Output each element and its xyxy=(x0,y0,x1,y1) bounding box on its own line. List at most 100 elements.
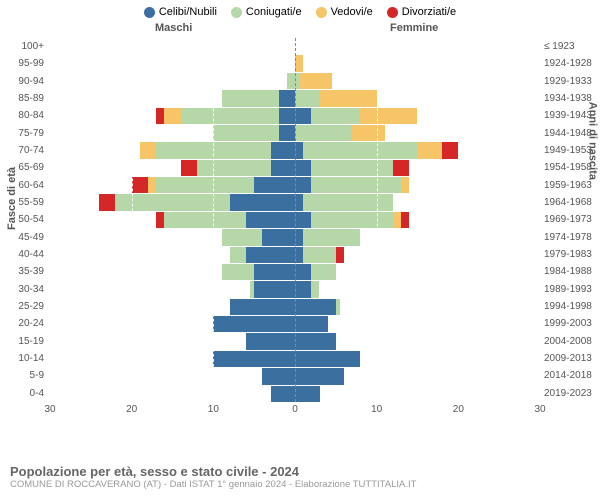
bar-segment xyxy=(295,247,303,263)
birth-label: 1984-1988 xyxy=(542,263,596,280)
age-label: 10-14 xyxy=(0,350,48,367)
bar-segment xyxy=(156,142,270,158)
plot-area: 3020100102030 xyxy=(50,38,540,418)
male-bar xyxy=(50,247,295,263)
male-bar xyxy=(50,386,295,402)
bar-segment xyxy=(295,177,311,193)
bar-segment xyxy=(336,247,344,263)
age-label: 95-99 xyxy=(0,55,48,72)
birth-label: 1964-1968 xyxy=(542,194,596,211)
bar-segment xyxy=(271,142,296,158)
bar-segment xyxy=(156,212,164,228)
birth-year-labels: ≤ 19231924-19281929-19331934-19381939-19… xyxy=(542,38,596,402)
bar-segment xyxy=(295,229,303,245)
male-label: Maschi xyxy=(155,22,192,34)
legend-swatch xyxy=(387,7,398,18)
legend-label: Coniugati/e xyxy=(246,6,302,18)
x-axis: 3020100102030 xyxy=(50,402,540,418)
male-bar xyxy=(50,299,295,315)
birth-label: ≤ 1923 xyxy=(542,38,596,55)
bar-segment xyxy=(295,55,303,71)
birth-label: 1924-1928 xyxy=(542,55,596,72)
female-bar xyxy=(295,212,540,228)
legend-item: Divorziati/e xyxy=(387,6,456,18)
legend-item: Vedovi/e xyxy=(316,6,373,18)
population-pyramid-chart: Maschi Femmine Fasce di età Anni di nasc… xyxy=(0,20,600,460)
bar-segment xyxy=(311,108,360,124)
bar-segment xyxy=(156,108,164,124)
bar-segment xyxy=(254,264,295,280)
bar-segment xyxy=(311,264,336,280)
bar-segment xyxy=(271,386,296,402)
bar-segment xyxy=(156,177,254,193)
birth-label: 1999-2003 xyxy=(542,315,596,332)
bar-segment xyxy=(295,212,311,228)
bar-segment xyxy=(279,108,295,124)
male-bar xyxy=(50,368,295,384)
bar-segment xyxy=(140,142,156,158)
bar-segment xyxy=(303,142,417,158)
age-label: 45-49 xyxy=(0,229,48,246)
female-label: Femmine xyxy=(390,22,438,34)
age-label: 90-94 xyxy=(0,73,48,90)
legend-swatch xyxy=(316,7,327,18)
female-bar xyxy=(295,55,540,71)
female-bar xyxy=(295,247,540,263)
bar-segment xyxy=(311,177,401,193)
bar-segment xyxy=(311,160,393,176)
age-label: 85-89 xyxy=(0,90,48,107)
age-label: 25-29 xyxy=(0,298,48,315)
bar-segment xyxy=(254,281,295,297)
bar-segment xyxy=(222,229,263,245)
bar-segment xyxy=(295,299,336,315)
age-label: 60-64 xyxy=(0,177,48,194)
male-bar xyxy=(50,38,295,54)
male-bar xyxy=(50,108,295,124)
bar-segment xyxy=(303,194,393,210)
female-bar xyxy=(295,194,540,210)
birth-label: 1959-1963 xyxy=(542,177,596,194)
legend-item: Celibi/Nubili xyxy=(144,6,217,18)
female-bar xyxy=(295,281,540,297)
birth-label: 1939-1943 xyxy=(542,107,596,124)
bar-segment xyxy=(295,316,328,332)
bar-segment xyxy=(393,160,409,176)
age-label: 5-9 xyxy=(0,367,48,384)
female-bar xyxy=(295,316,540,332)
bar-segment xyxy=(246,212,295,228)
bar-segment xyxy=(401,212,409,228)
age-label: 100+ xyxy=(0,38,48,55)
birth-label: 1989-1993 xyxy=(542,281,596,298)
female-bar xyxy=(295,351,540,367)
x-tick-label: 20 xyxy=(453,404,464,415)
bar-segment xyxy=(295,90,320,106)
male-bar xyxy=(50,142,295,158)
birth-label: 1969-1973 xyxy=(542,211,596,228)
bar-segment xyxy=(181,160,197,176)
bar-segment xyxy=(279,125,295,141)
bar-segment xyxy=(393,212,401,228)
legend: Celibi/Nubili Coniugati/e Vedovi/e Divorzia… xyxy=(0,0,600,20)
male-bar xyxy=(50,194,295,210)
female-bar xyxy=(295,125,540,141)
age-group-labels: 100+95-9990-9485-8980-8475-7970-7465-696… xyxy=(0,38,48,402)
chart-title: Popolazione per età, sesso e stato civil… xyxy=(10,464,590,479)
male-bar xyxy=(50,90,295,106)
male-bar xyxy=(50,177,295,193)
age-label: 40-44 xyxy=(0,246,48,263)
age-label: 65-69 xyxy=(0,159,48,176)
male-bar xyxy=(50,264,295,280)
age-label: 15-19 xyxy=(0,333,48,350)
bar-segment xyxy=(213,316,295,332)
bar-segment xyxy=(262,229,295,245)
bar-segment xyxy=(164,108,180,124)
male-bar xyxy=(50,73,295,89)
bar-segment xyxy=(115,194,229,210)
birth-label: 1979-1983 xyxy=(542,246,596,263)
male-bar xyxy=(50,55,295,71)
bar-segment xyxy=(279,90,295,106)
bar-segment xyxy=(230,299,295,315)
bar-segment xyxy=(230,247,246,263)
bar-segment xyxy=(295,281,311,297)
female-bar xyxy=(295,386,540,402)
